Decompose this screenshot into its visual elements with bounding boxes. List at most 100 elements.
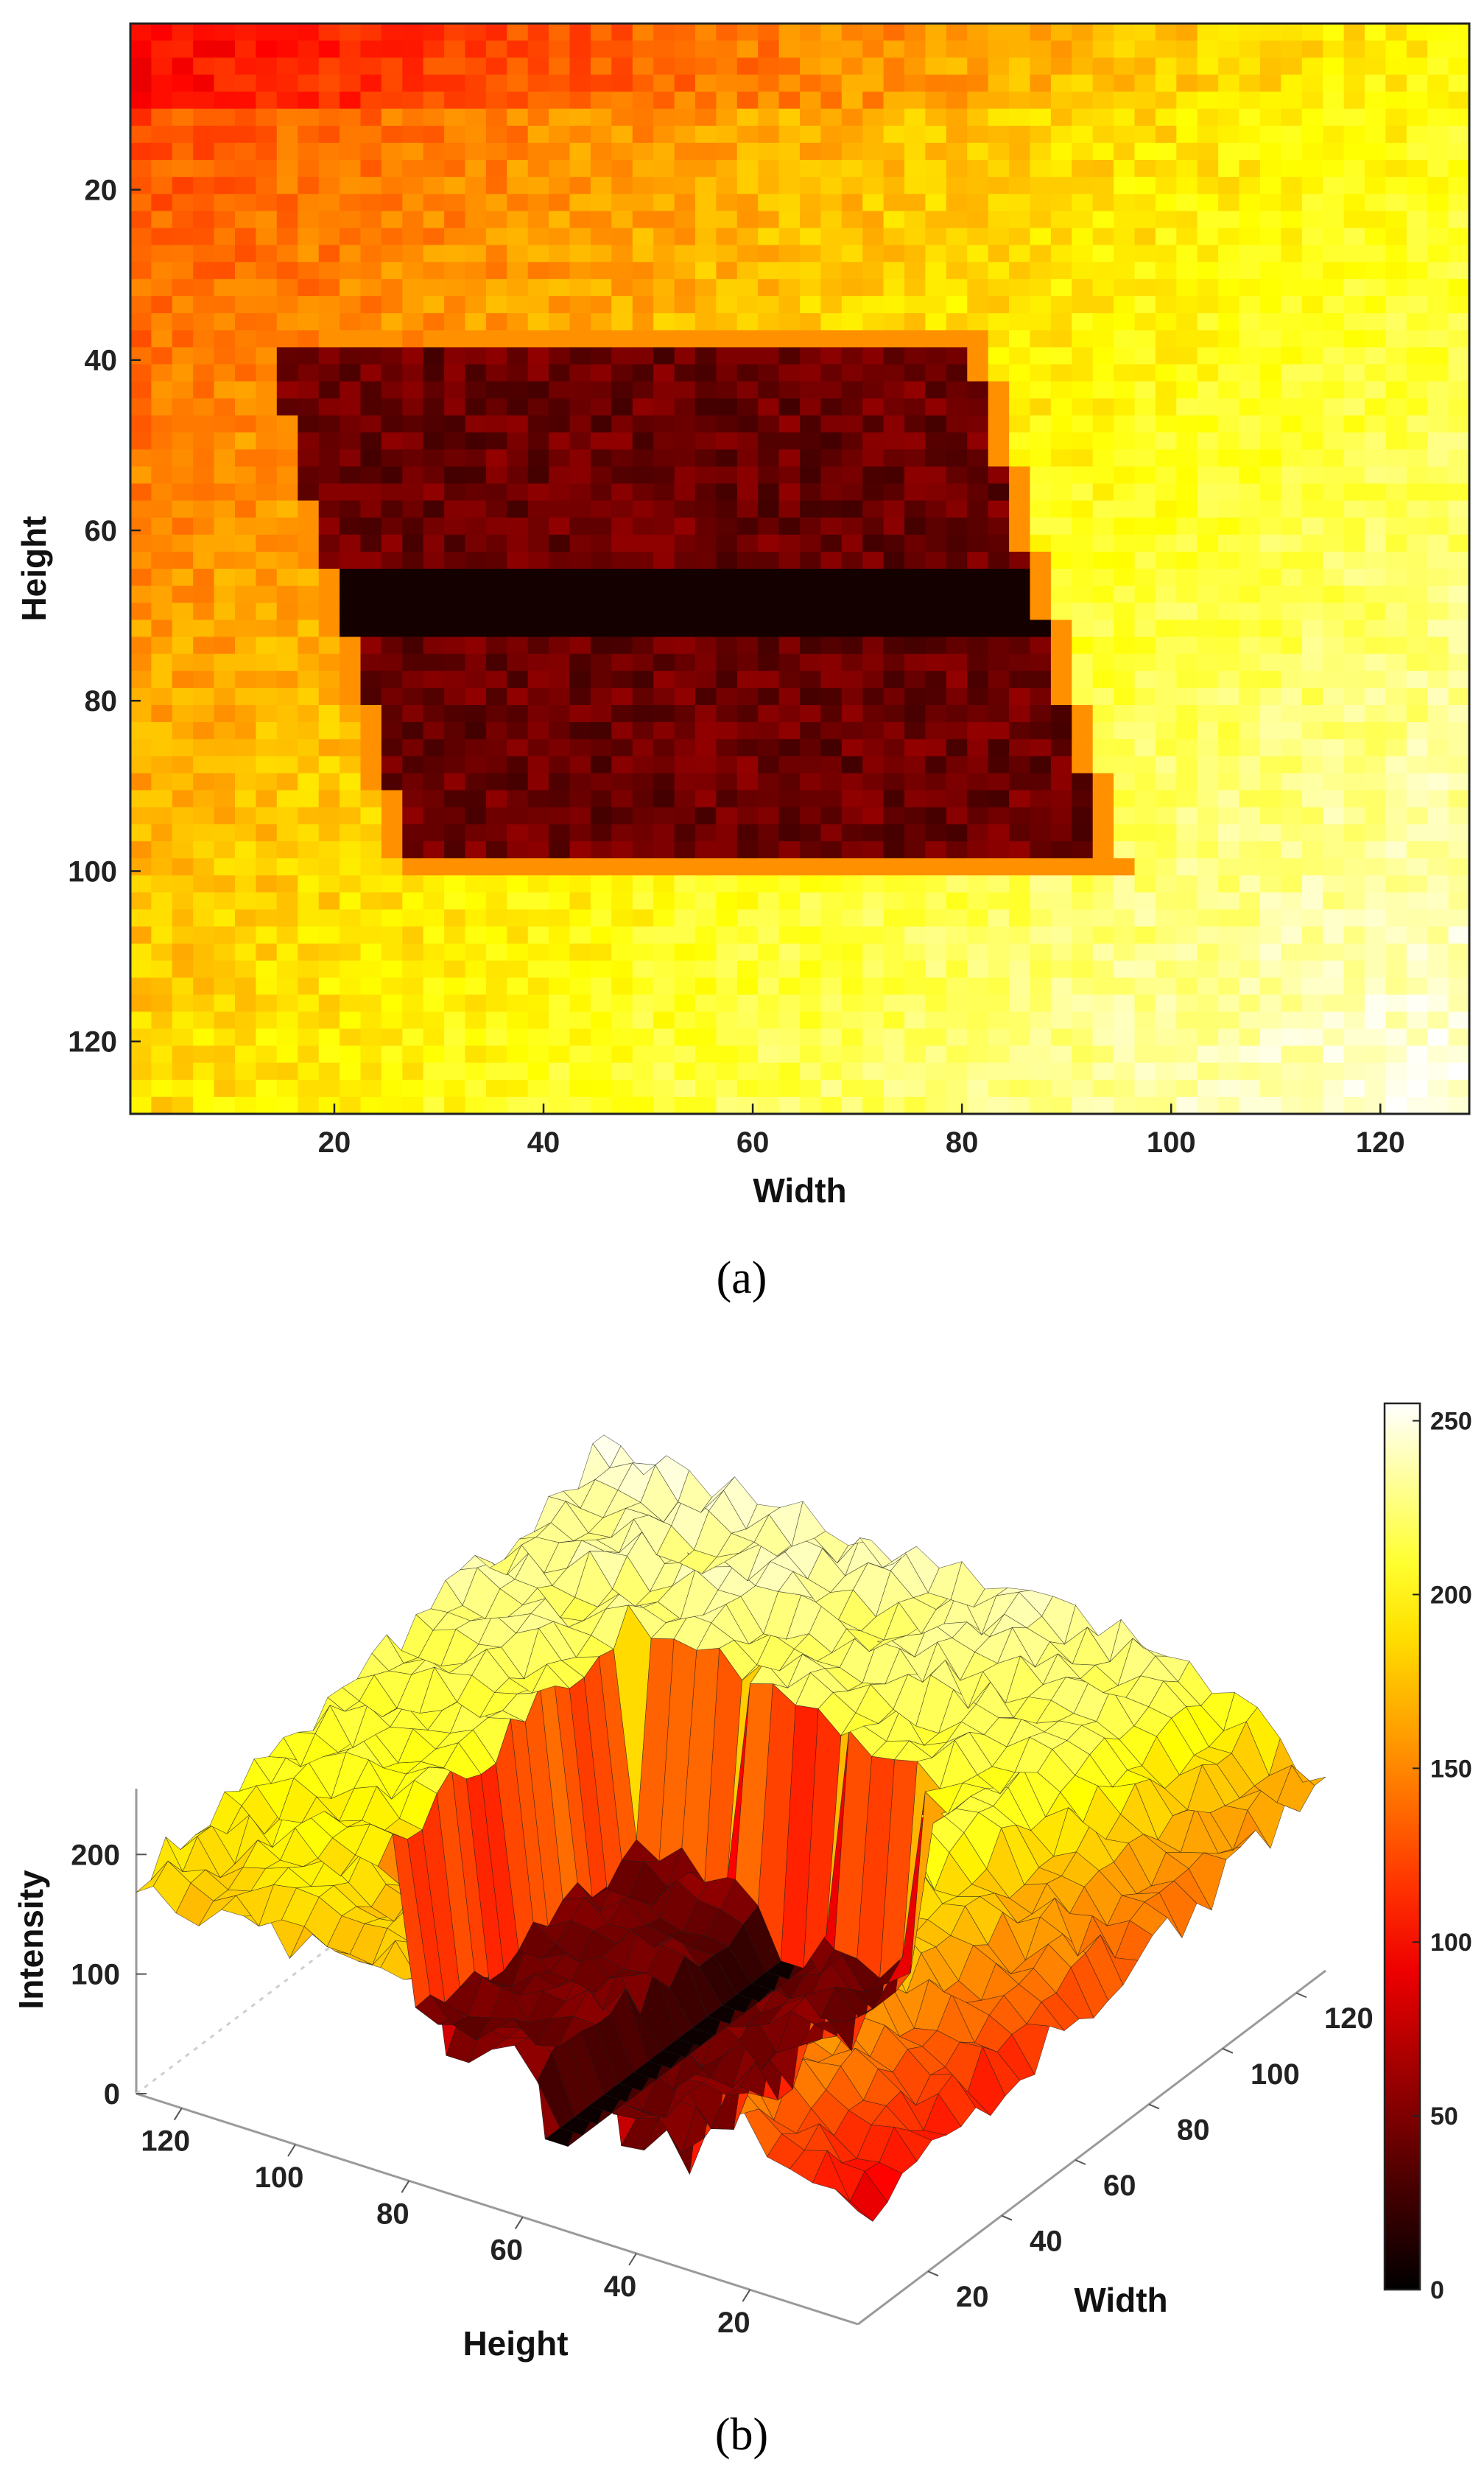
heatmap-cell	[611, 432, 633, 450]
heatmap-cell	[214, 483, 236, 502]
heatmap-cell	[507, 466, 529, 485]
heatmap-cell	[381, 91, 404, 110]
heatmap-cell	[1343, 858, 1365, 876]
heatmap-cell	[1050, 653, 1073, 672]
heatmap-cell	[611, 24, 633, 41]
heatmap-cell	[883, 24, 905, 41]
heatmap-cell	[235, 687, 257, 706]
heatmap-cell	[1281, 41, 1303, 58]
heatmap-cell	[1406, 466, 1428, 485]
heatmap-cell	[695, 603, 717, 621]
heatmap-cell	[318, 551, 340, 569]
heatmap-cell	[695, 586, 717, 603]
heatmap-cell	[172, 517, 194, 536]
heatmap-cell	[1301, 603, 1323, 621]
heatmap-cell	[862, 432, 885, 450]
heatmap-cell	[1406, 24, 1428, 41]
heatmap-cell	[235, 824, 257, 842]
heatmap-cell	[1365, 995, 1387, 1012]
heatmap-cell	[674, 1096, 696, 1115]
heatmap-cell	[883, 858, 905, 876]
heatmap-cell	[946, 620, 968, 638]
heatmap-cell	[1030, 586, 1052, 603]
heatmap-cell	[988, 551, 1010, 569]
heatmap-cell	[1176, 432, 1198, 450]
heatmap-cell	[444, 330, 466, 348]
heatmap-cell	[1301, 211, 1323, 229]
heatmap-cell	[360, 978, 382, 995]
heatmap-cell	[800, 398, 822, 416]
heatmap-cell	[1176, 211, 1198, 229]
heatmap-cell	[151, 995, 173, 1012]
heatmap-cell	[820, 194, 843, 212]
heatmap-cell	[423, 24, 445, 41]
heatmap-cell	[1365, 739, 1387, 757]
heatmap-cell	[1114, 500, 1136, 519]
heatmap-cell	[1301, 636, 1323, 655]
heatmap-cell	[653, 262, 675, 280]
heatmap-cell	[1343, 773, 1365, 791]
heatmap-cell	[1427, 1045, 1449, 1064]
heatmap-cell	[193, 57, 215, 76]
heatmap-cell	[1072, 1062, 1094, 1081]
heatmap-cell	[1239, 347, 1261, 365]
heatmap-cell	[841, 909, 863, 927]
heatmap-cell	[1406, 670, 1428, 689]
heatmap-cell	[444, 858, 466, 876]
heatmap-cell	[465, 194, 487, 212]
heatmap-cell	[925, 995, 947, 1012]
heatmap-cell	[1365, 670, 1387, 689]
heatmap-cell	[1072, 569, 1094, 586]
heatmap-cell	[632, 909, 654, 927]
heatmap-cell	[527, 773, 549, 791]
heatmap-cell	[758, 636, 780, 655]
heatmap-cell	[862, 909, 885, 927]
heatmap-cell	[381, 824, 404, 842]
heatmap-cell	[653, 1045, 675, 1064]
heatmap-cell	[820, 739, 843, 757]
heatmap-cell	[988, 943, 1010, 961]
heatmap-cell	[653, 500, 675, 519]
heatmap-cell	[1009, 262, 1031, 280]
heatmap-cell	[820, 909, 843, 927]
heatmap-cell	[967, 330, 989, 348]
heatmap-cell	[1343, 517, 1365, 536]
heatmap-cell	[276, 211, 298, 229]
heatmap-cell	[340, 790, 362, 808]
heatmap-cell	[967, 57, 989, 76]
heatmap-cell	[130, 943, 152, 961]
heatmap-cell	[758, 909, 780, 927]
heatmap-cell	[800, 569, 822, 586]
heatmap-cell	[276, 892, 298, 911]
heatmap-cell	[1385, 858, 1407, 876]
heatmap-cell	[758, 620, 780, 638]
heatmap-cell	[1365, 177, 1387, 194]
heatmap-cell	[130, 1062, 152, 1081]
heatmap-cell	[569, 534, 591, 553]
heatmap-cell	[485, 245, 508, 263]
heatmap-cell	[653, 1079, 675, 1098]
heatmap-cell	[1427, 330, 1449, 348]
heatmap-cell	[778, 756, 801, 774]
heatmap-cell	[1176, 1079, 1198, 1098]
heatmap-cell	[1009, 636, 1031, 655]
heatmap-cell	[862, 517, 885, 536]
heatmap-cell	[716, 41, 738, 58]
heatmap-cell	[841, 653, 863, 672]
heatmap-cell	[862, 603, 885, 621]
heatmap-cell	[1134, 943, 1156, 961]
heatmap-cell	[256, 483, 278, 502]
heatmap-cell	[716, 1062, 738, 1081]
heatmap-cell	[485, 995, 508, 1012]
heatmap-cell	[193, 432, 215, 450]
heatmap-cell	[1155, 773, 1178, 791]
heatmap-cell	[1072, 330, 1094, 348]
heatmap-cell	[820, 177, 843, 194]
heatmap-cell	[193, 483, 215, 502]
heatmap-cell	[967, 1079, 989, 1098]
heatmap-cell	[862, 41, 885, 58]
heatmap-cell	[1050, 483, 1073, 502]
heatmap-cell	[1092, 1028, 1114, 1047]
heatmap-cell	[381, 483, 404, 502]
heatmap-cell	[1448, 1079, 1470, 1098]
